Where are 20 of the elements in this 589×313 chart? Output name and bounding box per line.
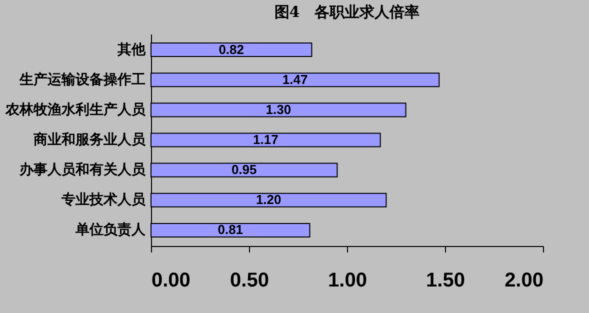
x-tick-label: 1.00 xyxy=(328,270,367,292)
y-tick-label: 农林牧渔水利生产人员 xyxy=(4,100,146,118)
chart-title: 图4 各职业求人倍率 xyxy=(274,3,420,21)
y-tick-label: 办事人员和有关人员 xyxy=(18,161,146,178)
data-label: 1.47 xyxy=(282,72,308,87)
data-label: 1.30 xyxy=(266,102,292,117)
y-tick-label: 其他 xyxy=(116,42,146,58)
x-tick-label: 0.50 xyxy=(230,270,269,292)
x-tick-label: 1.50 xyxy=(426,270,465,292)
y-tick-label: 专业技术人员 xyxy=(60,191,146,208)
data-label: 1.20 xyxy=(256,192,282,208)
data-label: 0.95 xyxy=(231,162,257,178)
data-label: 0.82 xyxy=(218,42,244,57)
y-tick-label: 商业和服务业人员 xyxy=(32,131,146,148)
x-tick-label: 2.00 xyxy=(504,270,544,292)
x-tick-label: 0.00 xyxy=(152,270,190,292)
data-label: 1.17 xyxy=(253,132,278,147)
y-tick-label: 生产运输设备操作工 xyxy=(18,70,146,88)
data-label: 0.81 xyxy=(218,222,244,238)
y-tick-label: 单位负责人 xyxy=(74,222,146,238)
